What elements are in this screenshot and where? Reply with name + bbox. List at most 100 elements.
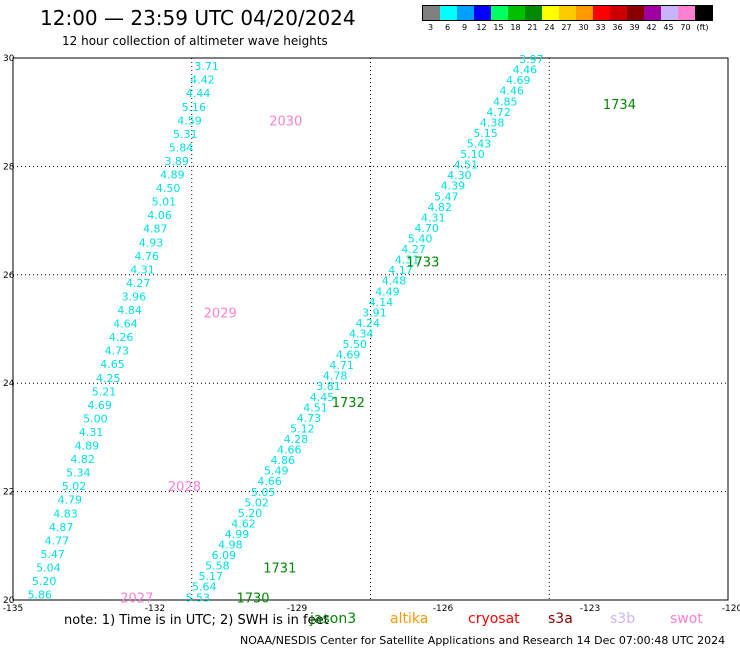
chart-subtitle: 12 hour collection of altimeter wave hei…	[62, 34, 328, 48]
swh-value: 5.15	[473, 127, 498, 140]
swh-value: 5.20	[238, 507, 263, 520]
legend-swatch	[593, 6, 610, 20]
x-tick-label: -126	[433, 604, 454, 614]
swh-value: 4.93	[139, 236, 164, 249]
color-scale-legend: 3 6 9 12 15 18 21 24 27 30 33 36 39 42 45 70 (ft)	[422, 5, 713, 32]
swh-value: 4.24	[356, 317, 381, 330]
swh-value: 4.69	[87, 399, 112, 412]
swh-value: 4.69	[506, 74, 531, 87]
swh-value: 5.02	[62, 480, 87, 493]
legend-label: 18	[510, 23, 521, 32]
swh-value: 4.98	[218, 539, 243, 552]
swh-value: 6.09	[212, 549, 237, 562]
pass-time-label: 1730	[236, 591, 269, 606]
swh-value: 4.86	[271, 454, 296, 467]
swh-value: 3.97	[519, 53, 544, 66]
swh-value: 3.96	[122, 290, 147, 303]
color-swatches	[422, 5, 713, 21]
swh-value: 4.64	[113, 318, 138, 331]
legend-swatch	[610, 6, 627, 20]
legend-swatch	[525, 6, 542, 20]
swh-value: 4.31	[395, 254, 420, 267]
pass-time-label: 2027	[120, 591, 153, 606]
swh-value: 4.85	[493, 95, 518, 108]
mission-s3a: s3a	[548, 611, 573, 627]
y-tick-label: 20	[3, 596, 15, 606]
swh-value: 4.73	[105, 345, 130, 358]
swh-value: 4.27	[126, 277, 151, 290]
y-tick-label: 30	[3, 54, 15, 64]
legend-swatch	[457, 6, 474, 20]
swh-value: 5.21	[92, 385, 117, 398]
swh-value: 4.30	[447, 169, 472, 182]
pass-time-label: 1732	[332, 396, 365, 411]
swh-value: 4.84	[117, 304, 142, 317]
swh-value: 5.40	[408, 232, 433, 245]
legend-swatch	[627, 6, 644, 20]
mission-cryosat: cryosat	[468, 611, 520, 627]
swh-value: 4.72	[486, 106, 511, 119]
legend-label: 45	[663, 23, 674, 32]
legend-swatch	[440, 6, 457, 20]
swh-value: 5.49	[264, 465, 289, 478]
pass-time-label: 1734	[603, 98, 636, 113]
legend-swatch	[695, 6, 712, 20]
swh-value: 4.25	[96, 372, 121, 385]
legend-swatch	[542, 6, 559, 20]
swh-value: 5.47	[40, 548, 65, 561]
swh-value: 5.50	[342, 338, 367, 351]
swh-value: 3.71	[194, 60, 219, 73]
y-tick-label: 28	[3, 162, 15, 172]
legend-label: 6	[444, 23, 451, 32]
x-tick-label: -123	[580, 604, 600, 614]
legend-label: 30	[578, 23, 589, 32]
swh-value: 5.16	[182, 101, 207, 114]
swh-value: 5.58	[205, 560, 230, 573]
swh-value: 4.46	[513, 64, 538, 77]
color-scale-labels: 3 6 9 12 15 18 21 24 27 30 33 36 39 42 45 70 (ft)	[422, 23, 713, 32]
swh-value: 5.47	[434, 190, 459, 203]
y-tick-label: 24	[3, 379, 15, 389]
swh-value: 5.17	[199, 570, 224, 583]
footer-note: note: 1) Time is in UTC; 2) SWH is in fe…	[64, 613, 329, 628]
mission-legend: jason3 altika cryosat s3a s3b swot	[0, 611, 740, 629]
swh-value: 4.70	[414, 222, 439, 235]
swh-value: 4.26	[109, 331, 134, 344]
legend-label: 27	[561, 23, 572, 32]
legend-label: 15	[493, 23, 504, 32]
swh-value: 4.28	[284, 433, 309, 446]
legend-label: 39	[629, 23, 640, 32]
legend-label: 42	[646, 23, 657, 32]
swh-value: 5.00	[83, 412, 108, 425]
swh-value: 5.34	[66, 467, 91, 480]
swh-value: 3.81	[316, 380, 341, 393]
swh-value: 4.87	[143, 223, 168, 236]
swh-value: 4.45	[310, 391, 335, 404]
swh-value: 4.42	[190, 74, 215, 87]
legend-swatch	[678, 6, 695, 20]
y-tick-label: 26	[3, 271, 15, 281]
swh-value: 4.39	[441, 180, 466, 193]
swh-value: 4.06	[147, 209, 172, 222]
swh-value: 4.76	[135, 250, 160, 263]
swh-value: 4.82	[428, 201, 453, 214]
legend-swatch	[474, 6, 491, 20]
swh-value: 4.48	[382, 275, 407, 288]
swh-value: 4.83	[53, 507, 78, 520]
legend-swatch	[661, 6, 678, 20]
swh-value: 4.44	[186, 87, 211, 100]
x-tick-label: -129	[287, 604, 308, 614]
mission-jason3: jason3	[310, 611, 357, 627]
y-tick-label: 22	[3, 488, 14, 498]
swh-value: 4.31	[421, 211, 446, 224]
swh-value: 5.05	[251, 486, 276, 499]
swh-value: 4.49	[375, 285, 400, 298]
swh-value: 4.46	[499, 85, 524, 98]
swh-value: 3.89	[164, 155, 189, 168]
mission-swot: swot	[670, 611, 703, 627]
mission-s3b: s3b	[610, 611, 636, 627]
x-tick-label: -120	[722, 604, 740, 614]
swh-value: 5.02	[244, 496, 269, 509]
swh-value: 4.71	[329, 359, 354, 372]
